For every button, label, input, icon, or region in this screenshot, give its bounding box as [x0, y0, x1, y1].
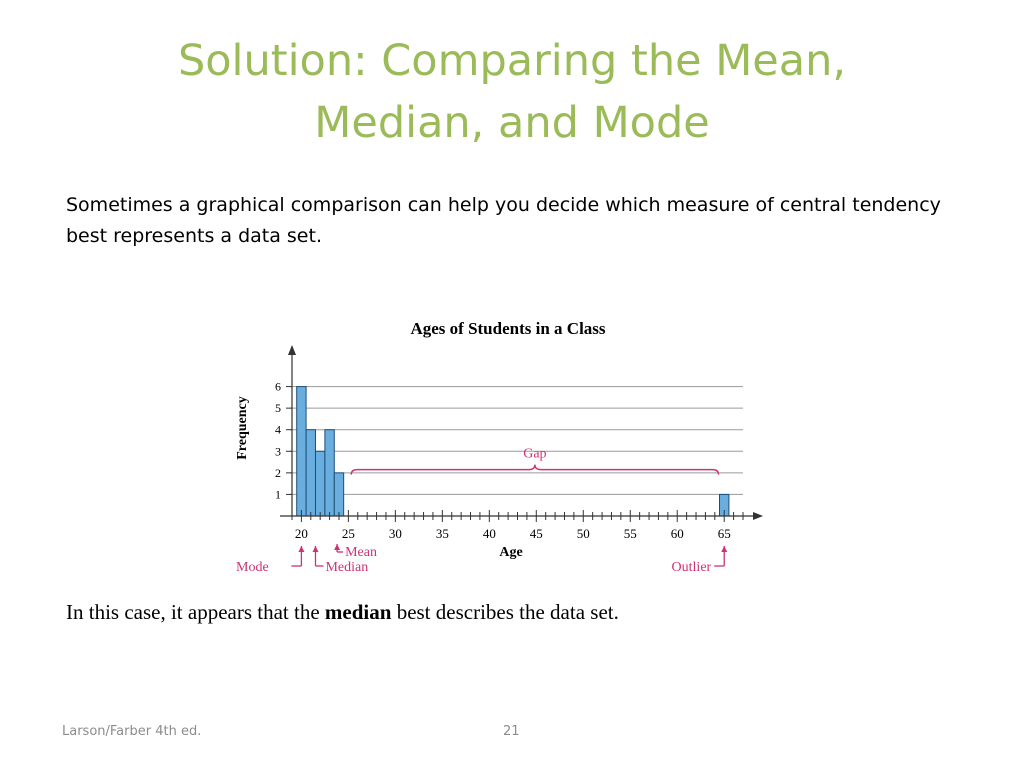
- x-tick-labels: 20 25 30 35 40 45 50 55 60 65: [295, 526, 731, 541]
- gridlines: [286, 386, 743, 495]
- ages-histogram-chart: Ages of Students in a Class Frequency Ag…: [235, 319, 763, 572]
- outlier-arrowhead: [721, 546, 728, 552]
- y-tick-label: 1: [275, 487, 281, 501]
- intro-text: Sometimes a graphical comparison can hel…: [66, 194, 941, 247]
- conclusion-text: In this case, it appears that the median…: [66, 598, 946, 626]
- x-tick-label: 55: [624, 526, 637, 541]
- x-tick-label: 45: [530, 526, 543, 541]
- y-tick-label: 4: [275, 423, 281, 437]
- x-axis-label: Age: [499, 545, 522, 560]
- y-axis-arrow: [288, 345, 296, 355]
- histogram-bar: [333, 472, 345, 517]
- histogram-bar: [314, 450, 326, 517]
- y-tick-label: 5: [275, 401, 281, 415]
- x-tick-label: 20: [295, 526, 308, 541]
- footer-citation: Larson/Farber 4th ed.: [62, 724, 202, 739]
- slide-title-line2: Median, and Mode: [314, 98, 710, 148]
- histogram-bar: [324, 429, 335, 517]
- histogram-bar: [305, 429, 316, 517]
- outlier-label: Outlier: [672, 560, 712, 572]
- y-tick-label: 6: [275, 380, 281, 394]
- conclusion-suffix: best describes the data set.: [391, 600, 619, 624]
- axes: [280, 345, 763, 522]
- x-tick-label: 30: [389, 526, 402, 541]
- gap-label: Gap: [523, 446, 546, 461]
- page-number: 21: [503, 724, 520, 739]
- x-axis-arrow: [753, 512, 763, 520]
- mode-arrowhead: [298, 546, 305, 552]
- slide-title: Solution: Comparing the Mean, Median, an…: [0, 30, 1024, 154]
- median-label: Median: [325, 560, 368, 572]
- conclusion-emphasis: median: [324, 600, 392, 624]
- y-axis-label: Frequency: [235, 396, 250, 460]
- median-arrowhead: [312, 546, 319, 552]
- mode-label: Mode: [236, 560, 269, 572]
- x-tick-label: 65: [718, 526, 731, 541]
- slide-title-line1: Solution: Comparing the Mean,: [177, 36, 847, 86]
- x-tick-label: 25: [342, 526, 355, 541]
- chart-container: Ages of Students in a Class Frequency Ag…: [228, 310, 768, 572]
- x-tick-label: 40: [483, 526, 496, 541]
- mean-arrowhead: [334, 544, 341, 550]
- mean-label: Mean: [345, 545, 377, 560]
- y-tick-label: 2: [275, 466, 281, 480]
- x-tick-label: 50: [577, 526, 590, 541]
- y-tick-labels: 1 2 3 4 5 6: [275, 380, 281, 502]
- y-tick-label: 3: [275, 444, 281, 458]
- x-tick-label: 60: [671, 526, 684, 541]
- histogram-bar: [296, 386, 307, 517]
- conclusion-prefix: In this case, it appears that the: [66, 600, 325, 624]
- x-tick-label: 35: [436, 526, 449, 541]
- chart-title: Ages of Students in a Class: [410, 319, 605, 338]
